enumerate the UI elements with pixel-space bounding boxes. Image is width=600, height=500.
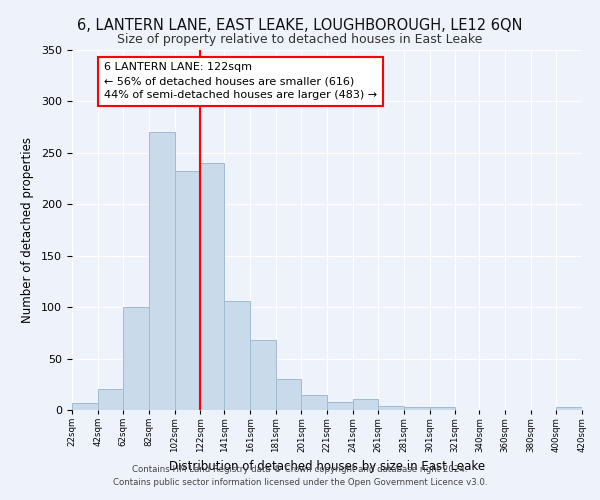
Text: 6, LANTERN LANE, EAST LEAKE, LOUGHBOROUGH, LE12 6QN: 6, LANTERN LANE, EAST LEAKE, LOUGHBOROUG… xyxy=(77,18,523,32)
Bar xyxy=(123,307,149,410)
Bar xyxy=(353,398,378,410)
Text: Size of property relative to detached houses in East Leake: Size of property relative to detached ho… xyxy=(118,32,482,46)
Bar xyxy=(149,132,175,410)
Bar xyxy=(250,340,276,410)
Bar xyxy=(556,407,582,410)
Text: Contains public sector information licensed under the Open Government Licence v3: Contains public sector information licen… xyxy=(113,478,487,487)
Bar xyxy=(327,402,353,410)
Bar xyxy=(200,163,224,410)
Bar xyxy=(430,407,455,410)
Bar xyxy=(404,407,430,410)
Text: Contains HM Land Registry data © Crown copyright and database right 2024.: Contains HM Land Registry data © Crown c… xyxy=(132,466,468,474)
Bar xyxy=(175,172,200,410)
Bar xyxy=(276,379,301,410)
Y-axis label: Number of detached properties: Number of detached properties xyxy=(21,137,34,323)
Bar xyxy=(72,403,98,410)
Bar xyxy=(378,406,404,410)
Bar xyxy=(301,394,327,410)
X-axis label: Distribution of detached houses by size in East Leake: Distribution of detached houses by size … xyxy=(169,460,485,473)
Bar xyxy=(224,301,250,410)
Text: 6 LANTERN LANE: 122sqm
← 56% of detached houses are smaller (616)
44% of semi-de: 6 LANTERN LANE: 122sqm ← 56% of detached… xyxy=(104,62,377,100)
Bar xyxy=(98,390,123,410)
